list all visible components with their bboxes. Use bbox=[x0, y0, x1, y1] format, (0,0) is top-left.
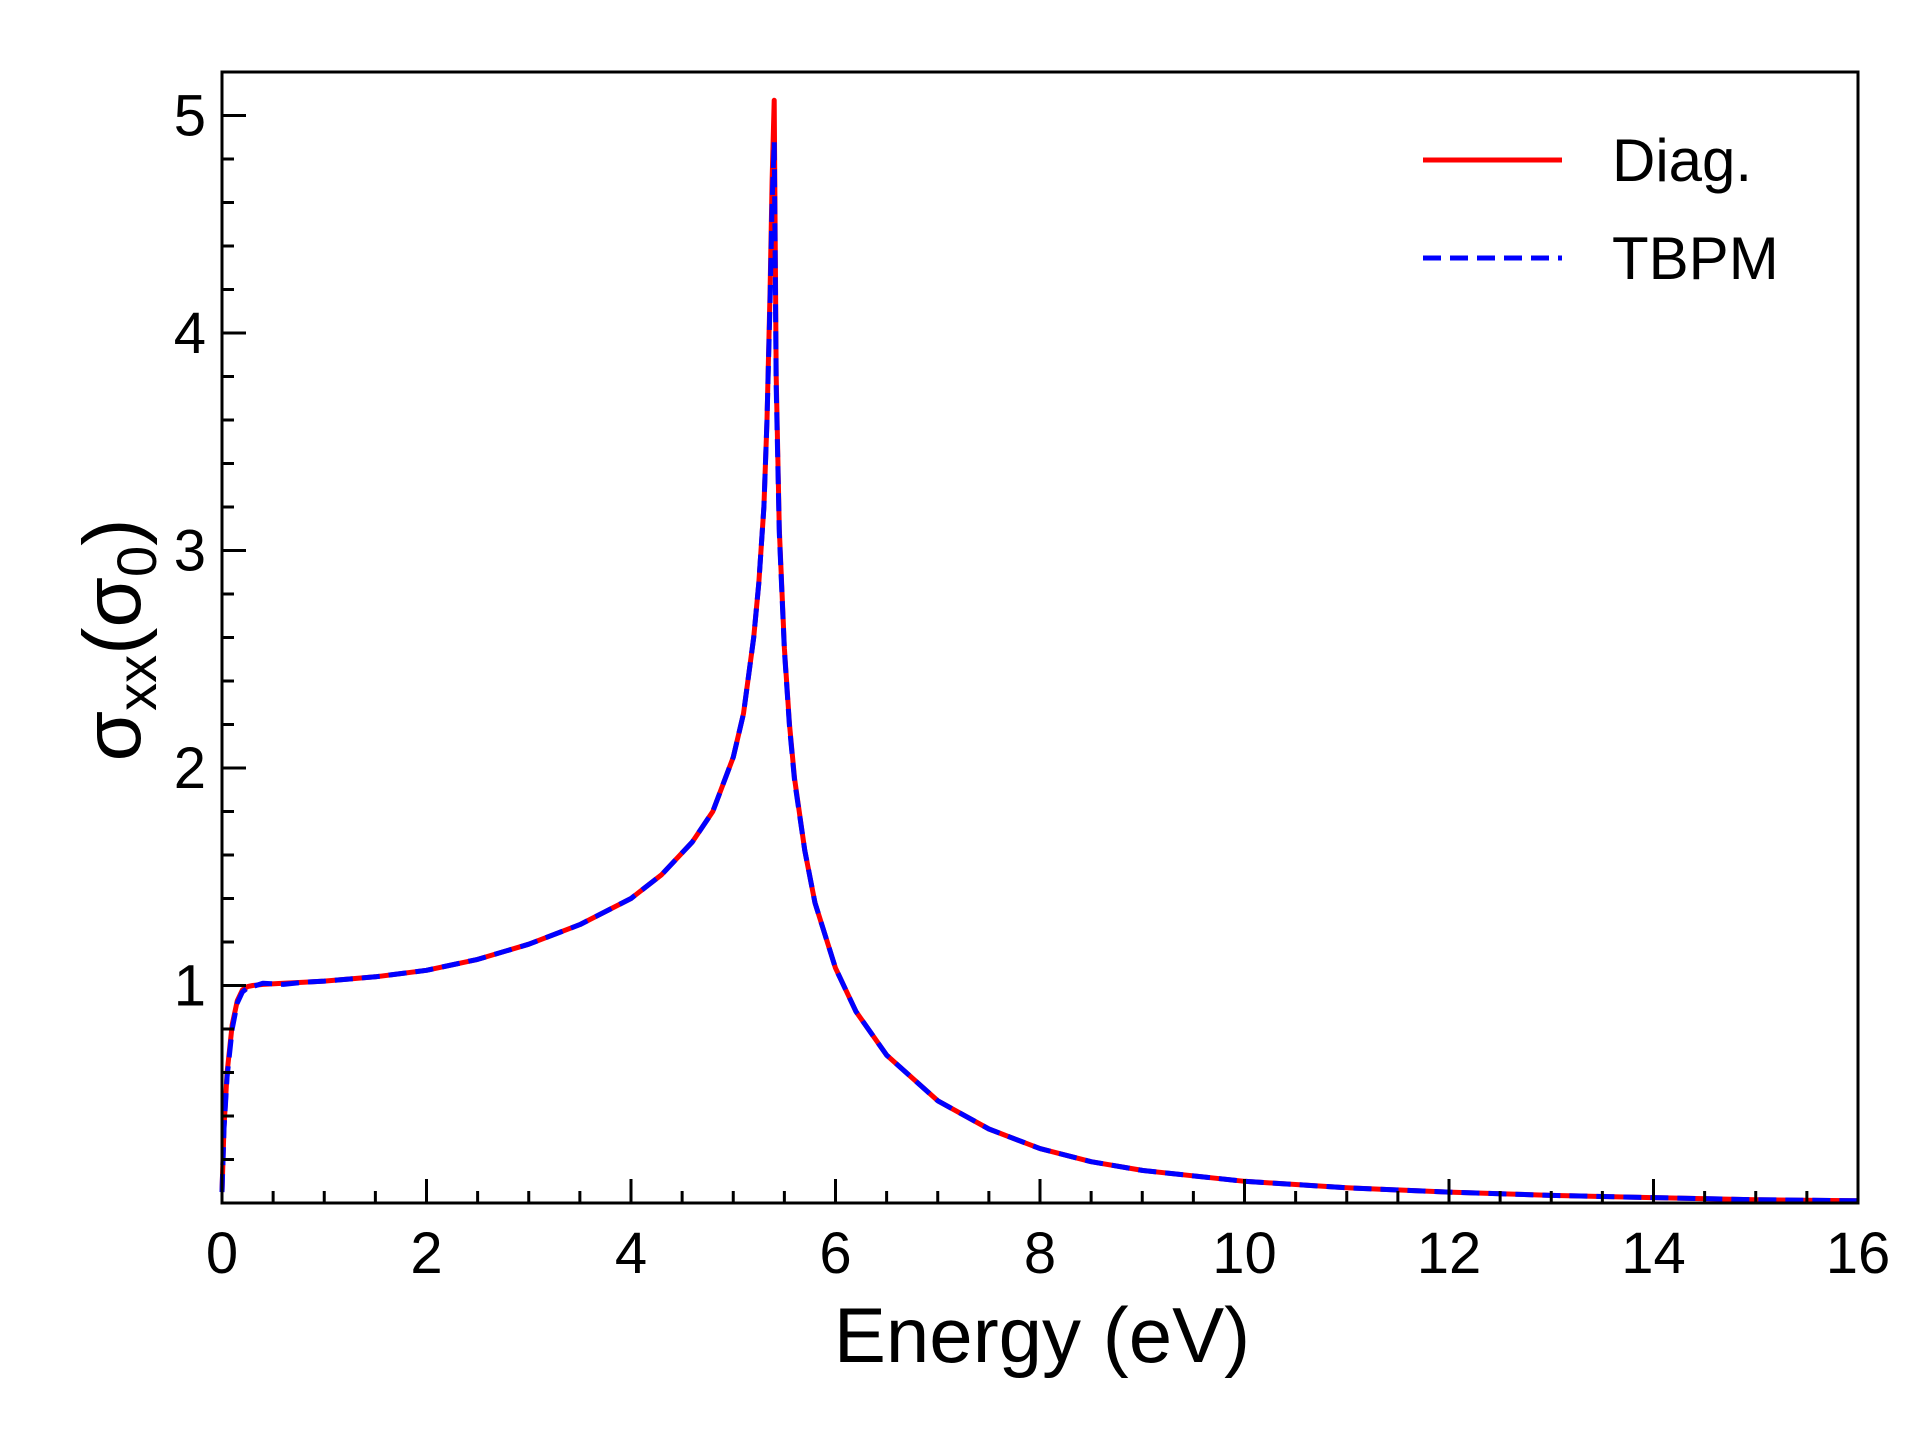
y-axis-title-symbol: σ bbox=[67, 711, 158, 762]
legend-label-diag: Diag. bbox=[1612, 127, 1752, 194]
x-tick-label: 4 bbox=[615, 1221, 647, 1286]
y-tick-label: 4 bbox=[174, 301, 206, 366]
y-axis-title-close-paren: ) bbox=[67, 519, 158, 546]
y-axis-title-subscript: xx bbox=[105, 655, 168, 711]
legend-label-tbpm: TBPM bbox=[1612, 225, 1779, 292]
x-tick-label: 8 bbox=[1024, 1221, 1056, 1286]
x-tick-label: 16 bbox=[1826, 1221, 1891, 1286]
y-tick-label: 5 bbox=[174, 84, 206, 149]
x-tick-label: 6 bbox=[819, 1221, 851, 1286]
y-tick-label: 1 bbox=[174, 954, 206, 1019]
y-tick-label: 3 bbox=[174, 519, 206, 584]
y-axis-title-inner-symbol: σ bbox=[67, 577, 158, 628]
x-tick-label: 0 bbox=[206, 1221, 238, 1286]
series-layer bbox=[219, 97, 1859, 1204]
y-axis-title: σxx(σ0) bbox=[67, 519, 168, 762]
x-tick-label: 10 bbox=[1212, 1221, 1277, 1286]
y-tick-label: 2 bbox=[174, 736, 206, 801]
svg-text:σxx(σ0): σxx(σ0) bbox=[67, 519, 168, 762]
x-tick-label: 12 bbox=[1417, 1221, 1482, 1286]
legend: Diag. TBPM bbox=[1423, 127, 1779, 292]
x-tick-label: 2 bbox=[410, 1221, 442, 1286]
x-tick-label: 14 bbox=[1621, 1221, 1686, 1286]
x-axis-title: Energy (eV) bbox=[834, 1291, 1250, 1379]
series-line-tbpm bbox=[219, 139, 1859, 1204]
y-axis-title-inner-subscript: 0 bbox=[105, 546, 168, 577]
y-axis-title-open-paren: ( bbox=[67, 628, 158, 655]
